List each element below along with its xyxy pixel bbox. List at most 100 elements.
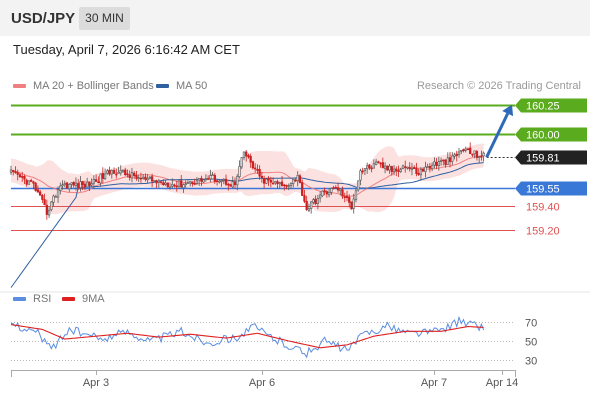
candle-body	[182, 184, 185, 189]
candle-body	[50, 201, 53, 211]
candle-body	[285, 185, 288, 187]
candle-body	[171, 184, 174, 187]
candle-body	[426, 166, 429, 168]
ma50-swatch	[156, 84, 169, 88]
candle-body	[413, 167, 416, 169]
candle-body	[242, 151, 246, 159]
candle-body	[318, 194, 322, 199]
candle-body	[83, 183, 87, 188]
candle-body	[23, 176, 26, 180]
chart-header: USD/JPY 30 MIN	[0, 0, 590, 36]
candle-body	[455, 153, 458, 156]
ma20-swatch	[13, 84, 26, 88]
candle-body	[334, 186, 337, 189]
candle-body	[336, 187, 340, 191]
credit-text: Research © 2026 Trading Central	[416, 80, 581, 92]
candle-body	[238, 166, 241, 177]
candle-body	[16, 172, 19, 175]
candle-body	[404, 166, 407, 168]
candle-body	[303, 195, 306, 202]
candle-body	[399, 169, 402, 172]
candle-body	[274, 181, 277, 184]
candle-body	[271, 182, 275, 185]
candle-body	[448, 157, 452, 162]
legend-rsi-ma-label: 9MA	[82, 293, 105, 305]
candle-body	[341, 189, 344, 197]
rsi-tick-0: 70	[525, 318, 537, 330]
candle-body	[310, 201, 313, 209]
bollinger-band	[11, 143, 484, 215]
x-tick-label-0: Apr 3	[83, 377, 109, 389]
candle-body	[278, 182, 281, 185]
candle-body	[189, 181, 192, 184]
candle-body	[469, 147, 472, 154]
candle-body	[218, 180, 221, 183]
interval-button[interactable]: 30 MIN	[79, 7, 130, 30]
candle-body	[294, 179, 297, 182]
candle-body	[209, 175, 212, 180]
candle-body	[357, 180, 360, 191]
candle-body	[231, 181, 234, 188]
candle-body	[446, 157, 449, 165]
candle-body	[180, 180, 183, 188]
candle-body	[25, 179, 28, 185]
candle-body	[406, 166, 409, 169]
candle-body	[247, 155, 250, 158]
pivot-tag-3	[515, 181, 587, 196]
candle-body	[150, 176, 154, 182]
candle-body	[191, 181, 194, 185]
candle-body	[374, 161, 378, 165]
level-label-4: 159.40	[526, 202, 560, 214]
candle-body	[144, 176, 147, 180]
legend-ma20: MA 20 + Bollinger Bands	[13, 80, 154, 92]
forecast-arrow-shaft	[485, 112, 510, 158]
candle-body	[12, 170, 15, 172]
candle-body	[92, 178, 96, 184]
candle-body	[21, 176, 24, 178]
candle-body	[38, 191, 42, 196]
candle-body	[97, 181, 100, 184]
candle-body	[206, 178, 210, 180]
candle-body	[352, 198, 355, 209]
candle-body	[162, 182, 165, 186]
candle-body	[59, 185, 62, 191]
candle-body	[430, 164, 434, 170]
candle-body	[419, 169, 423, 176]
candle-body	[249, 156, 252, 163]
time-axis: Apr 3 Apr 6 Apr 7 Apr 14	[11, 370, 518, 389]
candle-body	[453, 154, 456, 157]
candle-body	[383, 165, 387, 169]
candle-body	[126, 173, 129, 176]
candle-body	[86, 181, 89, 188]
candle-body	[256, 169, 259, 171]
candle-body	[195, 180, 199, 184]
resistance-tag-1	[515, 127, 587, 142]
candle-body	[262, 178, 266, 184]
candle-body	[139, 177, 143, 180]
candle-body	[229, 184, 232, 187]
candle-body	[482, 152, 485, 157]
candle-body	[323, 190, 326, 192]
x-tick-label-3: Apr 14	[486, 377, 518, 389]
candle-body	[18, 174, 22, 178]
candle-body	[54, 196, 57, 198]
candle-body	[321, 190, 324, 197]
candle-body	[65, 182, 69, 189]
candle-body	[81, 181, 84, 186]
candle-body	[415, 168, 418, 174]
candle-body	[193, 183, 196, 185]
candle-body	[137, 177, 140, 179]
candle-body	[348, 197, 351, 203]
candle-body	[442, 159, 445, 162]
candle-body	[117, 172, 120, 174]
candle-body	[381, 162, 384, 168]
candle-body	[480, 155, 483, 158]
candle-body	[269, 179, 272, 183]
candle-body	[444, 159, 447, 166]
candle-body	[435, 161, 438, 167]
candle-body	[70, 182, 73, 185]
candle-body	[90, 183, 93, 186]
candle-body	[386, 165, 389, 171]
candle-body	[462, 149, 465, 152]
